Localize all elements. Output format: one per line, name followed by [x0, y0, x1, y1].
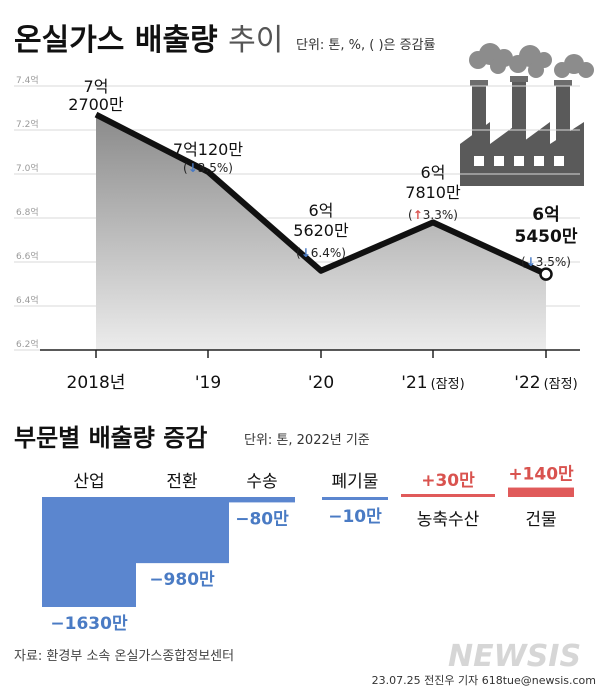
value-label: 6억	[309, 201, 334, 220]
bar-section-title: 부문별 배출량 증감	[14, 424, 207, 452]
value-label: 5620만	[293, 221, 349, 240]
x-tick-label: 2018년	[67, 373, 126, 393]
bar-3	[229, 497, 295, 503]
end-point-marker	[539, 267, 553, 281]
emission-line	[94, 111, 548, 277]
y-tick-label: 7.4억	[16, 74, 39, 86]
bar-category-label: 폐기물	[332, 472, 379, 492]
x-tick-label: '20	[308, 373, 334, 393]
bar-value-label: −80만	[235, 509, 289, 529]
bar-value-label: −980만	[149, 570, 215, 590]
bar-section-unit: 단위: 톤, 2022년 기준	[244, 433, 370, 448]
bar-value-label: +140만	[508, 465, 574, 485]
x-tick-label: '19	[195, 373, 221, 393]
source-note: 자료: 환경부 소속 온실가스종합정보센터	[14, 649, 234, 664]
y-tick-label: 7.0억	[16, 162, 39, 174]
value-label: 7810만	[405, 183, 461, 202]
credit-line: 23.07.25 전진우 기자 618tue@newsis.com	[372, 674, 596, 687]
newsis-watermark: NEWSIS	[448, 639, 581, 674]
bar-category-label: 수송	[246, 472, 277, 492]
x-tick-label: '21 (잠정)	[401, 373, 464, 393]
change-label: (↓3.5%)	[183, 161, 233, 175]
bar-1	[42, 497, 136, 607]
value-label: 6억	[532, 205, 559, 225]
bar-value-label: −10만	[328, 507, 382, 527]
bar-category-label: 산업	[73, 472, 104, 492]
value-label: 7억120만	[173, 140, 243, 159]
x-axis-ticks	[95, 350, 547, 358]
change-label: (↓3.5%)	[521, 255, 571, 269]
x-axis-labels: 2018년 '19 '20 '21 (잠정) '22 (잠정)	[67, 373, 578, 393]
bar-4	[322, 497, 388, 500]
value-label: 5450만	[515, 227, 578, 247]
bar-value-label: +30만	[421, 471, 475, 491]
unit-note: 단위: 톤, %, ( )은 증감률	[296, 38, 436, 53]
bar-value-label: −1630만	[50, 614, 128, 634]
y-tick-label: 6.8억	[16, 206, 39, 218]
change-label: (↑3.3%)	[408, 208, 458, 222]
x-tick-label: '22 (잠정)	[514, 373, 577, 393]
y-tick-label: 6.2억	[16, 338, 39, 350]
y-tick-label: 6.6억	[16, 250, 39, 262]
change-label: (↓6.4%)	[296, 246, 346, 260]
y-axis-labels: 6.2억 6.4억 6.6억 6.8억 7.0억 7.2억 7.4억	[16, 74, 39, 350]
y-tick-label: 6.4억	[16, 294, 39, 306]
bar-5	[401, 494, 495, 497]
bar-2	[135, 497, 229, 564]
value-label: 6억	[421, 163, 446, 182]
value-label: 2700만	[68, 95, 124, 114]
y-tick-label: 7.2억	[16, 118, 39, 130]
data-labels: 7억2700만7억120만(↓3.5%)6억5620만(↓6.4%)6억7810…	[68, 77, 578, 269]
bar-category-label: 전환	[166, 472, 197, 492]
bar-category-label: 농축수산	[417, 510, 480, 530]
value-label: 7억	[84, 77, 109, 96]
bar-category-label: 건물	[525, 510, 556, 530]
bar-6	[508, 487, 574, 497]
factory-icon	[460, 43, 594, 186]
page-title: 온실가스 배출량 추이	[14, 23, 283, 58]
